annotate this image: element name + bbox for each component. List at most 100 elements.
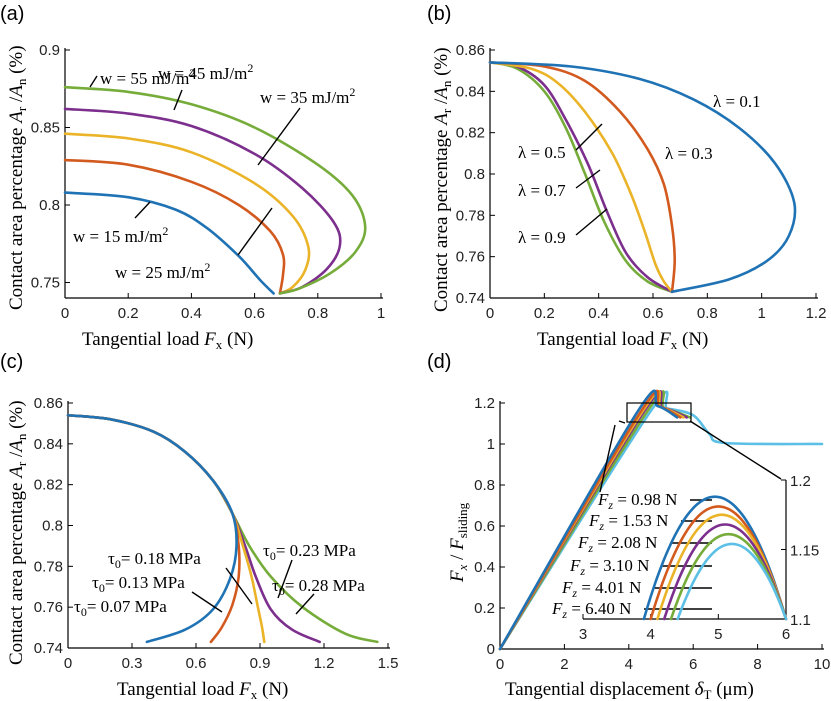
series-b-2: [488, 61, 674, 294]
x-tick-label-a: 0: [61, 305, 69, 322]
panel-label-a: (a): [0, 3, 24, 25]
y-tick-label-b: 0.82: [456, 125, 485, 142]
label-t013: τ0= 0.13 MPa: [92, 573, 185, 595]
y-tick-label-d: 0.8: [474, 477, 495, 494]
inset-x-tick-label: 6: [782, 626, 790, 643]
y-tick-label-c: 0.82: [34, 477, 63, 494]
inset-y-tick-label: 1.2: [790, 473, 811, 490]
y-tick-label-b: 0.74: [456, 290, 485, 307]
label-l05: λ = 0.5: [518, 143, 566, 162]
annotations-a: w = 55 mJ/m2 w = 45 mJ/m2 w = 35 mJ/m2 w…: [73, 61, 355, 282]
series-d-5: [498, 389, 679, 651]
label-l01: λ = 0.1: [713, 92, 761, 111]
zoom-connector-b: [689, 420, 782, 480]
y-tick-label-c: 0.8: [42, 518, 63, 535]
x-tick-label-c: 0.9: [250, 655, 271, 672]
panel-label-b: (b): [427, 3, 451, 25]
y-tick-label-c: 0.86: [34, 395, 63, 412]
y-tick-label-c: 0.84: [34, 436, 63, 453]
label-w45: w = 45 mJ/m2: [158, 61, 253, 83]
x-tick-label-a: 0.2: [118, 305, 139, 322]
x-tick-label-b: 0.2: [534, 305, 555, 322]
y-tick-label-b: 0.76: [456, 249, 485, 266]
leader-w35: [257, 107, 301, 166]
y-tick-label-d: 0.6: [474, 518, 495, 535]
ylabel-a: Contact area percentage Ar /An (%): [6, 45, 29, 310]
series-b-3: [488, 61, 676, 294]
label-fz401: Fz = 4.01 N: [561, 578, 641, 600]
leader-w45: [173, 89, 183, 111]
x-tick-label-c: 0: [64, 655, 72, 672]
inset-y-tick-label: 1.1: [790, 612, 811, 629]
label-fz640: Fz = 6.40 N: [551, 599, 631, 621]
x-tick-label-a: 0.8: [307, 305, 328, 322]
inset-x-tick-label: 5: [714, 626, 722, 643]
x-tick-label-d: 0: [496, 656, 504, 673]
label-l03: λ = 0.3: [665, 144, 713, 163]
y-tick-label-a: 0.9: [39, 42, 60, 59]
label-w15: w = 15 mJ/m2: [73, 224, 168, 246]
x-tick-label-a: 1: [377, 305, 385, 322]
y-tick-label-d: 0.2: [474, 600, 495, 617]
x-tick-label-c: 1.5: [378, 655, 399, 672]
label-l09: λ = 0.9: [518, 228, 566, 247]
inset-series-4: [669, 532, 788, 621]
x-tick-label-b: 0.6: [643, 305, 664, 322]
xlabel-d: Tangential displacement δT (μm): [505, 679, 754, 701]
x-tick-label-c: 1.2: [314, 655, 335, 672]
inset-x-tick-label: 3: [579, 626, 587, 643]
label-t028: τ0= 0.28 MPa: [272, 576, 365, 598]
label-t007: τ0= 0.07 MPa: [74, 597, 167, 619]
x-tick-label-b: 0.8: [697, 305, 718, 322]
x-tick-label-a: 0.6: [244, 305, 265, 322]
x-tick-label-c: 0.3: [122, 655, 143, 672]
inset-series-3: [662, 523, 788, 621]
inset-y-tick-label: 1.15: [790, 543, 819, 560]
y-tick-label-b: 0.86: [456, 42, 485, 59]
series-b-4: [488, 61, 797, 294]
ylabel-d: Fx / Fsliding: [447, 502, 470, 583]
zoom-connector-c: [599, 424, 616, 493]
zoom-box: [626, 402, 692, 423]
axes-c: 0 0.3 0.6 0.9 1.2 1.5 0.74 0.76 0.78 0.8 0.82 0.84 0…: [34, 395, 399, 672]
label-w25: w = 25 mJ/m2: [115, 260, 210, 282]
series-a-1: [63, 158, 286, 295]
x-tick-label-b: 0.4: [588, 305, 609, 322]
leader-l07: [575, 169, 601, 189]
xlabel-b: Tangential load Fx (N): [537, 329, 708, 352]
series-c-4: [66, 413, 238, 644]
panel-label-c: (c): [0, 351, 23, 373]
axes-b: 0 0.2 0.4 0.6 0.8 1 1.2 0.74 0.76 0.78 0.8 0.82 0.84…: [456, 42, 827, 322]
series-a-3: [63, 107, 342, 295]
panel-label-d: (d): [427, 351, 451, 373]
x-tick-label-b: 0: [486, 305, 494, 322]
y-tick-label-d: 0.4: [474, 559, 495, 576]
inset-series-2: [656, 513, 788, 621]
y-tick-label-b: 0.8: [464, 166, 485, 183]
inset-d: 3 4 5 61.1 1.15 1.2: [579, 473, 819, 643]
label-fz208: Fz = 2.08 N: [577, 533, 657, 555]
label-w35: w = 35 mJ/m2: [260, 85, 355, 107]
ylabel-b: Contact area percentage Ar /An (%): [431, 47, 454, 312]
y-tick-label-c: 0.76: [34, 599, 63, 616]
x-tick-label-d: 4: [625, 656, 633, 673]
x-tick-label-d: 6: [689, 656, 697, 673]
xlabel-c: Tangential load Fx (N): [117, 679, 288, 701]
label-fz153: Fz = 1.53 N: [588, 511, 668, 533]
label-w55: w = 55 mJ/m2: [100, 66, 195, 88]
y-tick-label-a: 0.85: [31, 120, 60, 137]
series-a-4: [63, 85, 367, 295]
label-l07: λ = 0.7: [518, 181, 566, 200]
x-tick-label-d: 8: [753, 656, 761, 673]
annotations-b: λ = 0.1 λ = 0.3 λ = 0.5 λ = 0.7 λ = 0.9: [518, 92, 761, 247]
y-tick-label-d: 0: [487, 641, 495, 658]
y-tick-label-d: 1.2: [474, 395, 495, 412]
x-tick-label-d: 2: [560, 656, 568, 673]
x-tick-label-a: 0.4: [181, 305, 202, 322]
ylabel-c: Contact area percentage Ar /An (%): [6, 400, 29, 665]
y-tick-label-b: 0.78: [456, 207, 485, 224]
inset-x-tick-label: 4: [646, 626, 654, 643]
label-t023: τ0= 0.23 MPa: [263, 541, 356, 563]
series-b-1: [488, 61, 674, 294]
